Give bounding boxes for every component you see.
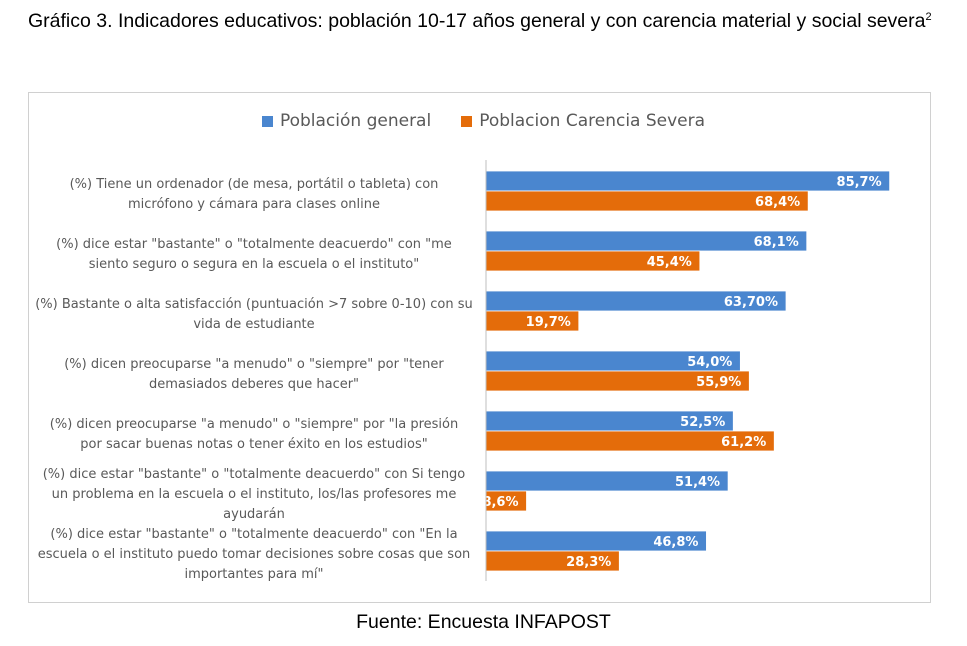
data-label-severa: 61,2% <box>721 435 766 450</box>
chart-frame <box>28 92 931 603</box>
chart-legend: Población general Poblacion Carencia Sev… <box>0 111 967 131</box>
legend-label-general: Población general <box>279 111 432 131</box>
category-label: (%) dicen preocuparse "a menudo" o "siem… <box>64 357 444 392</box>
legend-item-general: Población general <box>261 111 432 131</box>
data-label-general: 63,70% <box>724 295 778 310</box>
data-label-general: 52,5% <box>680 415 725 430</box>
legend-swatch-general <box>261 115 273 127</box>
legend-swatch-severa <box>461 115 473 127</box>
title-footnote: 2 <box>925 11 932 23</box>
bar-general <box>485 170 891 192</box>
data-label-general: 54,0% <box>687 355 732 370</box>
category-label: (%) dice estar "bastante" o "totalmente … <box>43 467 466 522</box>
category-label: (%) dicen preocuparse "a menudo" o "siem… <box>50 417 458 452</box>
chart-title: Gráfico 3. Indicadores educativos: pobla… <box>28 6 933 36</box>
data-label-general: 68,1% <box>754 235 799 250</box>
data-label-severa: 8,6% <box>482 495 518 510</box>
category-label: (%) dice estar "bastante" o "totalmente … <box>56 237 452 272</box>
category-label: (%) dice estar "bastante" o "totalmente … <box>38 527 471 582</box>
legend-label-severa: Poblacion Carencia Severa <box>479 111 706 131</box>
data-label-severa: 68,4% <box>755 195 800 210</box>
data-label-general: 51,4% <box>675 475 720 490</box>
data-label-general: 46,8% <box>653 535 698 550</box>
data-label-severa: 55,9% <box>696 375 741 390</box>
data-label-severa: 28,3% <box>566 555 611 570</box>
source-note: Fuente: Encuesta INFAPOST <box>356 611 611 633</box>
category-label: (%) Tiene un ordenador (de mesa, portáti… <box>70 177 439 212</box>
data-label-severa: 19,7% <box>526 315 571 330</box>
chart-title-text: Gráfico 3. Indicadores educativos: pobla… <box>28 10 926 32</box>
legend-item-severa: Poblacion Carencia Severa <box>461 111 705 131</box>
data-label-severa: 45,4% <box>647 255 692 270</box>
data-label-general: 85,7% <box>837 175 882 190</box>
category-label: (%) Bastante o alta satisfacción (puntua… <box>35 297 473 332</box>
